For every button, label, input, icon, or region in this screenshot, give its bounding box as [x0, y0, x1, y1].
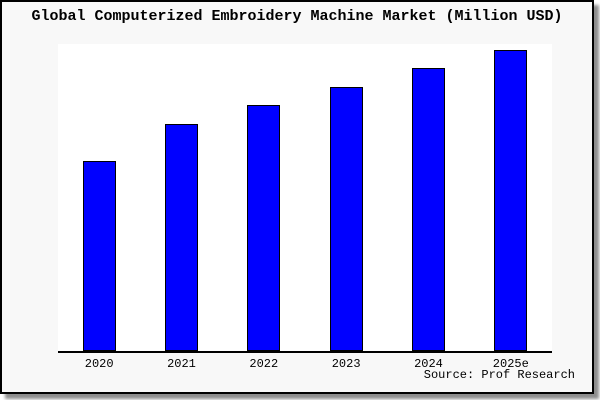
bar-2021	[164, 124, 198, 351]
bar-2025e	[494, 50, 528, 351]
bar-slot-2023	[305, 44, 387, 351]
plot-area	[58, 44, 552, 353]
bar-slot-2024	[387, 44, 469, 351]
chart-title: Global Computerized Embroidery Machine M…	[31, 8, 563, 25]
bar-slot-2022	[223, 44, 305, 351]
x-tick-label-2022: 2022	[249, 357, 279, 371]
x-tick-label-2021: 2021	[167, 357, 196, 371]
x-tick-label-2025e: 2025e	[492, 357, 529, 371]
bar-2022	[247, 105, 281, 351]
bars-container	[58, 44, 552, 351]
x-tick-label-2024: 2024	[414, 357, 443, 371]
bar-2023	[329, 87, 363, 351]
bar-2020	[82, 161, 116, 351]
bar-slot-2020	[58, 44, 140, 351]
bar-2024	[411, 68, 445, 351]
x-tick-label-2023: 2023	[331, 357, 361, 371]
bar-slot-2021	[140, 44, 222, 351]
source-credit: Source: Prof Research	[423, 368, 575, 382]
x-axis-labels: 2020 2021 2022 2023 2024 2025e	[58, 357, 552, 371]
x-tick-label-2020: 2020	[84, 357, 114, 371]
bar-slot-2025e	[470, 44, 552, 351]
chart-panel: Global Computerized Embroidery Machine M…	[0, 0, 594, 394]
